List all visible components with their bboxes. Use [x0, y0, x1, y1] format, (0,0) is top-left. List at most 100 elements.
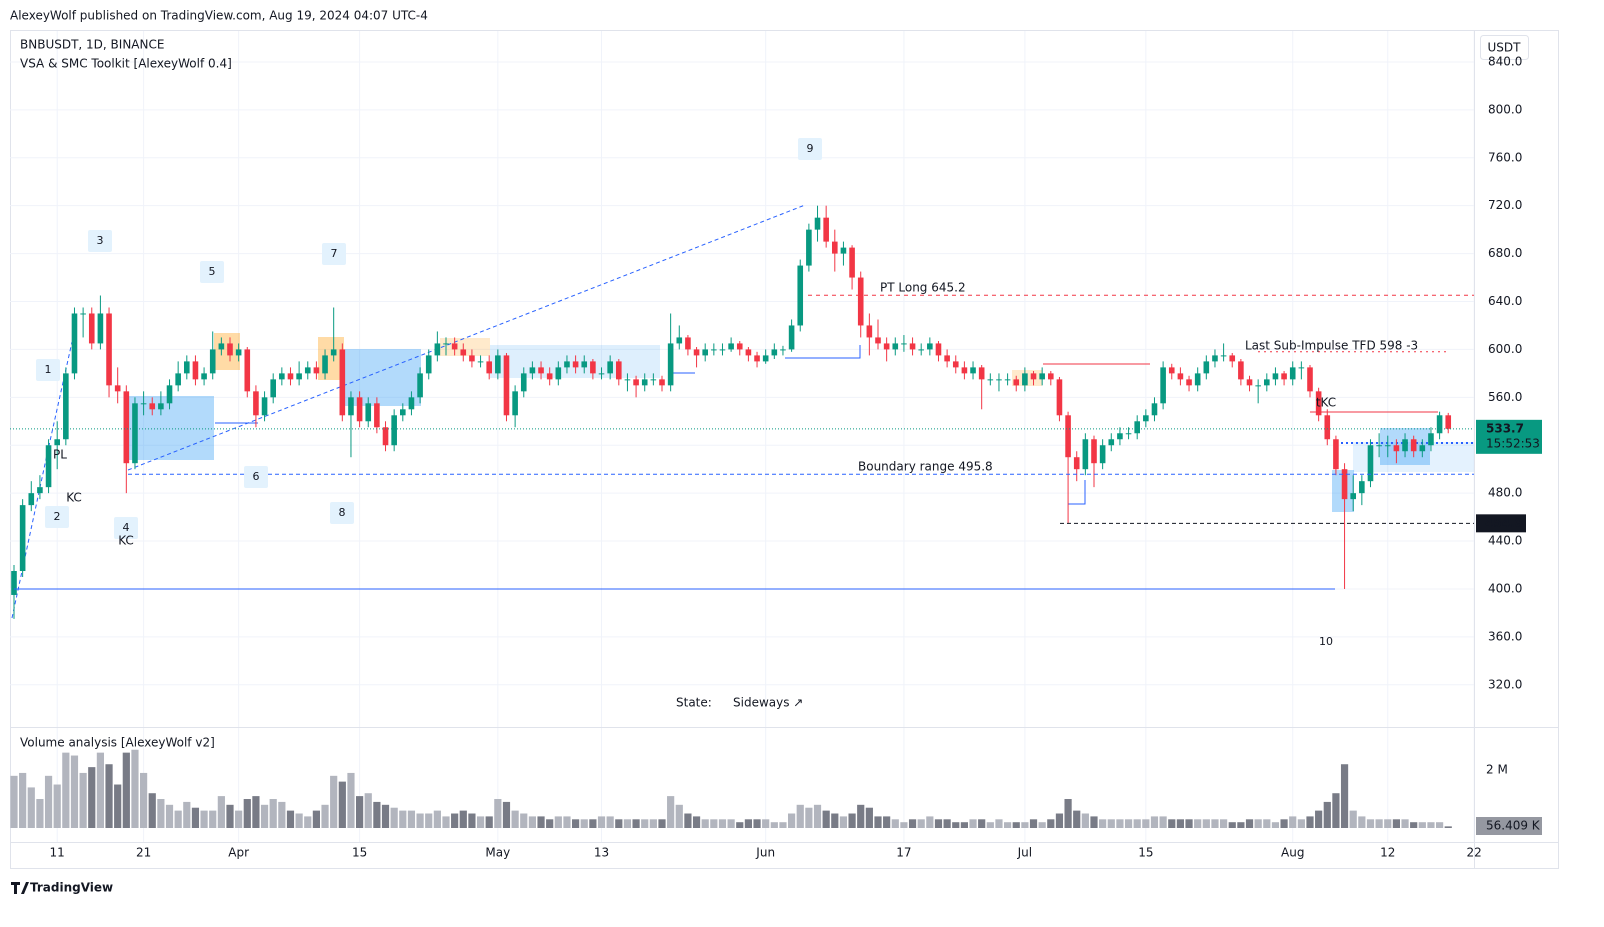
volume-bar: [1029, 819, 1038, 828]
supply-zone: [440, 338, 490, 356]
candle-body: [477, 361, 484, 363]
wave-badge: [798, 138, 822, 160]
volume-bar: [10, 775, 18, 828]
volume-bar: [1064, 799, 1072, 828]
volume-bar: [36, 799, 44, 828]
candle-body: [175, 373, 181, 386]
volume-bar: [1220, 819, 1228, 828]
x-tick-label: 15: [352, 846, 367, 860]
candle-body: [1238, 361, 1244, 380]
volume-bar: [1090, 816, 1098, 828]
x-tick-label: May: [485, 846, 510, 860]
volume-bar: [131, 749, 139, 828]
volume-bar: [839, 816, 848, 828]
y-tick-label: 480.0: [1488, 486, 1522, 500]
wave-label: 10: [1319, 635, 1333, 648]
volume-bar: [1254, 819, 1262, 828]
candle-body: [1229, 355, 1236, 362]
level-label: PT Long 645.2: [880, 281, 966, 295]
candle-body: [529, 367, 536, 374]
volume-bar: [986, 822, 994, 828]
currency[interactable]: USDT: [1488, 41, 1522, 55]
volume-bar: [191, 807, 200, 828]
candle-body: [711, 349, 717, 351]
volume-bar: [1055, 813, 1064, 828]
candle-body: [443, 343, 449, 345]
candle-body: [823, 217, 829, 242]
candle-body: [1264, 379, 1270, 386]
x-tick-label: 22: [1467, 846, 1482, 860]
volume-bar: [502, 801, 511, 828]
volume-bar: [209, 810, 217, 828]
volume-bar: [744, 819, 752, 828]
volume-bar: [883, 816, 891, 828]
y-tick-label: 600.0: [1488, 342, 1522, 356]
volume-bar: [675, 804, 683, 828]
x-tick-label: 15: [1138, 846, 1153, 860]
volume-bar: [606, 816, 614, 828]
candle-body: [28, 493, 35, 506]
volume-bar: [407, 810, 416, 828]
candle-body: [1359, 481, 1365, 494]
candle-body: [391, 415, 397, 446]
y-tick-label: 400.0: [1488, 581, 1522, 595]
candle-body: [235, 349, 242, 356]
candle-body: [1134, 421, 1140, 434]
countdown: 15:52:53: [1486, 436, 1540, 450]
candle-body: [339, 349, 346, 416]
candle-body: [330, 349, 337, 356]
candle-body: [1013, 379, 1020, 386]
candle-body: [149, 403, 156, 410]
candle-body: [840, 247, 847, 254]
volume-bar: [1401, 819, 1409, 828]
volume-bar: [459, 810, 467, 828]
note: PL: [53, 448, 67, 462]
candle-body: [780, 349, 786, 351]
volume-bar: [468, 813, 476, 828]
volume-bar: [796, 804, 804, 828]
volume-bar: [399, 810, 407, 828]
candle-body: [1220, 355, 1227, 357]
volume-bar: [390, 807, 398, 828]
wave-label: 9: [807, 142, 814, 155]
x-tick-label: 21: [136, 846, 151, 860]
candle-body: [45, 445, 52, 488]
volume-bar: [1228, 822, 1236, 828]
volume-bar: [442, 816, 450, 828]
candle-body: [832, 241, 838, 254]
candle-body: [624, 379, 631, 381]
state-label: State:: [676, 696, 712, 710]
volume-bar: [451, 813, 459, 828]
candle-body: [1298, 367, 1305, 369]
candle-body: [849, 247, 855, 278]
volume-bar: [701, 819, 709, 828]
candle-body: [400, 409, 406, 416]
volume-bar: [632, 819, 640, 828]
candle-body: [1099, 445, 1106, 464]
candle-body: [555, 367, 562, 380]
symbol: BNBUSDT, 1D, BINANCE: [20, 38, 164, 52]
volume-bar: [753, 819, 761, 828]
volume-bar: [1410, 822, 1418, 828]
candle-body: [572, 361, 579, 368]
candle-body: [866, 325, 873, 338]
volume-bar: [321, 804, 329, 828]
volume-bar: [969, 819, 977, 828]
volume-bar: [1099, 819, 1107, 828]
volume-bar: [658, 819, 666, 828]
volume-bar: [1107, 819, 1115, 828]
candle-body: [961, 367, 968, 374]
publish-info: AlexeyWolf published on TradingView.com,…: [10, 9, 428, 23]
volume-bar: [183, 801, 191, 828]
volume-bar: [511, 810, 519, 828]
candle-body: [1393, 445, 1400, 452]
wave-label: 1: [45, 363, 52, 376]
volume-bar: [62, 752, 70, 828]
volume-bar: [1194, 819, 1202, 828]
volume-badge-text: 56.409 K: [1486, 819, 1541, 833]
currency-box[interactable]: [1480, 35, 1529, 60]
candle-body: [356, 397, 363, 422]
candle-body: [814, 217, 821, 230]
volume-bar: [788, 813, 796, 828]
volume-bar: [615, 819, 623, 828]
